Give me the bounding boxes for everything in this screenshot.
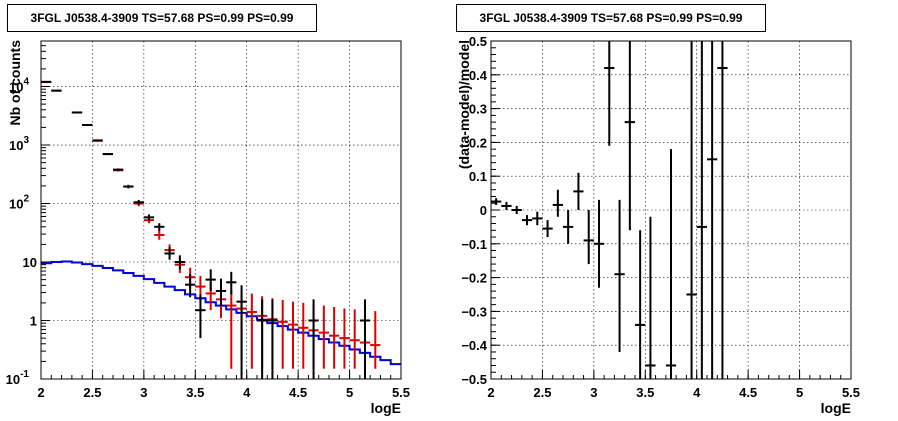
- y-tick-label: 10: [23, 255, 37, 270]
- x-tick-label: 5.5: [842, 385, 860, 400]
- y-tick-label: 104: [9, 77, 29, 95]
- x-tick-label: 5.5: [392, 385, 410, 400]
- x-tick-label: 2: [37, 385, 44, 400]
- x-axis-title: logE: [371, 400, 401, 416]
- plot-area: [41, 41, 401, 379]
- y-tick-label: 103: [9, 135, 29, 153]
- spectrum-title: 3FGL J0538.4-3909 TS=57.68 PS=0.99 PS=0.…: [7, 4, 317, 32]
- x-tick-label: 4: [693, 385, 701, 400]
- x-tick-label: 5: [346, 385, 353, 400]
- x-tick-label: 2.5: [533, 385, 551, 400]
- y-tick-label: 0.4: [469, 68, 488, 83]
- y-axis-title: Nb of counts: [7, 40, 23, 126]
- x-tick-label: 3: [140, 385, 147, 400]
- x-tick-label: 4.5: [289, 385, 307, 400]
- residual-title: 3FGL J0538.4-3909 TS=57.68 PS=0.99 PS=0.…: [456, 4, 766, 32]
- y-tick-label: 0.3: [469, 102, 487, 117]
- plot-frame: [490, 40, 852, 380]
- y-tick-label: 0.5: [469, 34, 487, 49]
- y-tick-label: 0: [480, 203, 487, 218]
- x-tick-label: 3.5: [186, 385, 204, 400]
- y-tick-label: 10-1: [6, 369, 30, 387]
- y-tick-label: −0.4: [461, 338, 487, 353]
- x-tick-label: 4.5: [739, 385, 757, 400]
- y-axis-title: (data-model)/model: [456, 40, 472, 169]
- y-tick-label: −0.3: [461, 304, 487, 319]
- x-tick-label: 4: [243, 385, 251, 400]
- x-tick-label: 2: [487, 385, 494, 400]
- y-tick-label: 0.1: [469, 169, 487, 184]
- y-tick-label: −0.2: [461, 271, 487, 286]
- y-tick-label: 102: [9, 194, 29, 212]
- plot-frame: [40, 40, 402, 380]
- spectrum-pad: 2 2.5 3 3.5 4 4.5 5 5.5 10-1 1 10 102 103 104 logE Nb o…: [6, 4, 410, 416]
- x-tick-label: 2.5: [83, 385, 101, 400]
- x-tick-label: 5: [796, 385, 803, 400]
- x-tick-label: 3.5: [636, 385, 654, 400]
- y-tick-label: 0.2: [469, 135, 487, 150]
- y-tick-label: −0.5: [461, 372, 487, 387]
- x-tick-label: 3: [590, 385, 597, 400]
- residual-pad: 2 2.5 3 3.5 4 4.5 5 5.5 −0.5 −0.4 −0.3 −0.2 −0.1 0 0.1…: [449, 0, 898, 421]
- residual-plot: 2 2.5 3 3.5 4 4.5 5 5.5 −0.5 −0.4 −0.3 −0.2 −0.1 0 0.1…: [456, 34, 860, 416]
- spectrum-plot: 2 2.5 3 3.5 4 4.5 5 5.5 10-1 1 10 102 103 104 logE Nb o…: [6, 40, 410, 416]
- y-tick-label: −0.1: [461, 237, 487, 252]
- y-tick-label: 1: [30, 314, 37, 329]
- x-axis-title: logE: [821, 400, 851, 416]
